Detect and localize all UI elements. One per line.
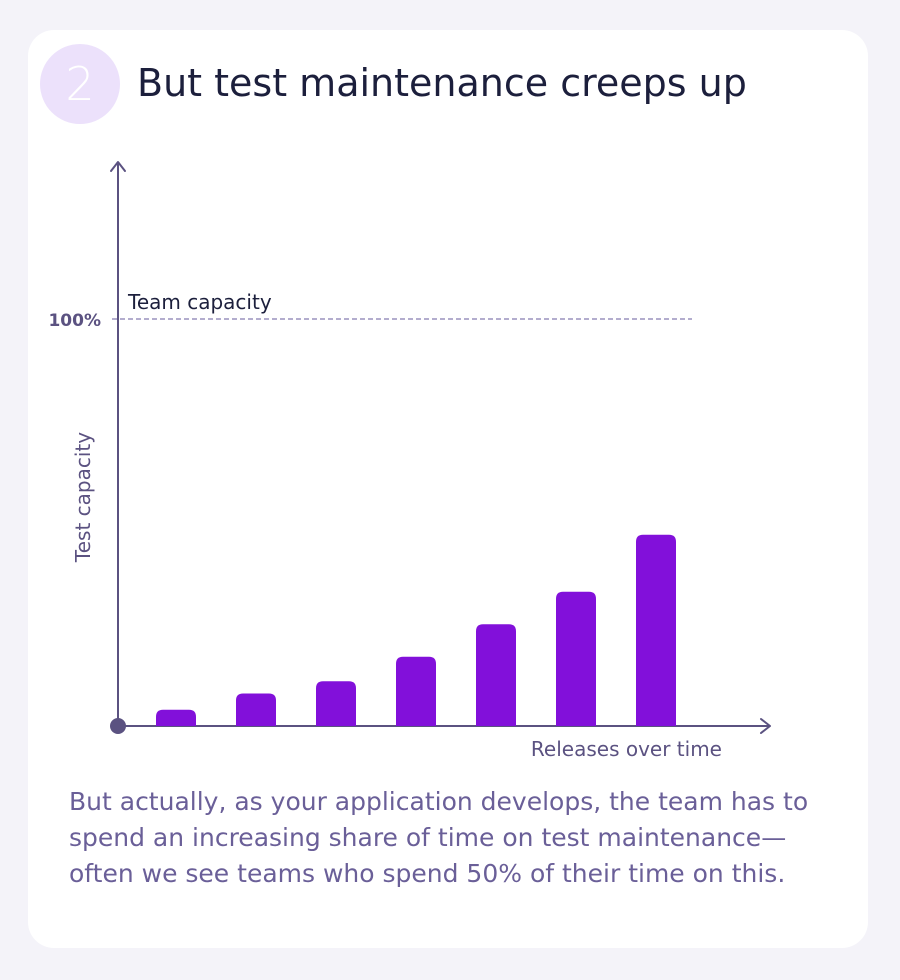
x-axis-arrowhead — [760, 718, 771, 734]
x-axis-label: Releases over time — [531, 737, 722, 761]
bar-series — [156, 534, 676, 726]
y-axis-arrowhead — [110, 161, 126, 172]
bar-release-4 — [396, 656, 436, 726]
bar-release-5 — [476, 624, 516, 726]
step-number-badge: 2 — [40, 44, 120, 124]
y-tick-label-100: 100% — [48, 311, 101, 331]
bar-release-3 — [316, 681, 356, 726]
caption-text: But actually, as your application develo… — [69, 787, 809, 888]
team-capacity-label: Team capacity — [127, 290, 272, 314]
card — [28, 30, 868, 948]
step-number: 2 — [65, 57, 95, 111]
bar-release-1 — [156, 709, 196, 726]
bar-release-6 — [556, 591, 596, 726]
y-axis-label: Test capacity — [71, 432, 95, 563]
page-title: But test maintenance creeps up — [137, 61, 747, 105]
bar-release-2 — [236, 693, 276, 726]
origin-dot — [110, 718, 126, 734]
bar-release-7 — [636, 534, 676, 726]
